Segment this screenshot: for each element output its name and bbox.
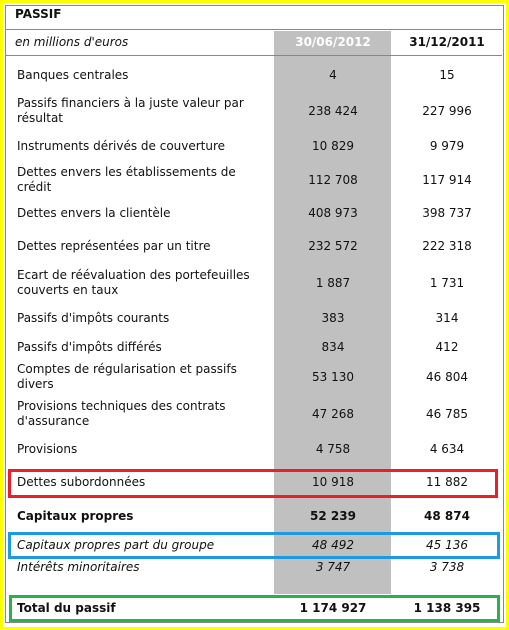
table-frame <box>5 5 504 623</box>
cell-value: 3 747 <box>315 560 351 574</box>
table-row: Provisions techniques des contrats d'ass… <box>3 398 506 430</box>
cell-value: 408 973 <box>308 206 358 220</box>
cell-value: 834 <box>321 340 345 354</box>
table-row: Intérêts minoritaires 3 747 3 738 <box>3 551 506 583</box>
table-row: Capitaux propres part du groupe 48 492 45 … <box>3 529 506 561</box>
row-label: Total du passif <box>17 600 116 615</box>
table-row: Dettes envers la clientèle 408 973 398 737 <box>3 197 506 229</box>
rule <box>5 55 502 56</box>
highlight-column <box>274 31 391 594</box>
cell-value: 238 424 <box>308 104 358 118</box>
cell-value: 47 268 <box>312 407 354 421</box>
cell-value: 10 829 <box>312 139 354 153</box>
cell-value: 227 996 <box>422 104 472 118</box>
highlight-box <box>8 469 498 498</box>
table-row: Ecart de réévaluation des portefeuilles … <box>3 267 506 299</box>
highlight-box <box>8 532 500 559</box>
cell-value: 9 979 <box>429 139 465 153</box>
cell-value: 1 731 <box>429 276 465 290</box>
cell-value: 53 130 <box>312 370 354 384</box>
row-label: Dettes subordonnées <box>17 474 146 489</box>
cell-value: 1 174 927 <box>299 601 367 615</box>
cell-value: 48 492 <box>312 538 354 552</box>
row-label: Banques centrales <box>17 67 129 82</box>
cell-value: 4 <box>329 68 337 82</box>
row-label: Comptes de régularisation et passifs div… <box>17 362 237 391</box>
table-row: Instruments dérivés de couverture 10 829 9… <box>3 130 506 162</box>
table-row: Dettes subordonnées 10 918 11 882 <box>3 466 506 498</box>
row-label: Instruments dérivés de couverture <box>17 138 226 153</box>
cell-value: 232 572 <box>308 239 358 253</box>
column-header: 30/06/2012 <box>295 35 371 49</box>
unit-label: en millions d'euros <box>15 35 129 49</box>
table-row: Passifs financiers à la juste valeur par… <box>3 95 506 127</box>
cell-value: 45 136 <box>426 538 468 552</box>
cell-value: 11 882 <box>426 475 468 489</box>
table-row: Provisions 4 758 4 634 <box>3 433 506 465</box>
row-label: Dettes envers la clientèle <box>17 205 171 220</box>
row-label: Capitaux propres <box>17 508 134 523</box>
cell-value: 117 914 <box>422 173 472 187</box>
table-row: Capitaux propres 52 239 48 874 <box>3 500 506 532</box>
cell-value: 48 874 <box>424 509 470 523</box>
cell-value: 46 804 <box>426 370 468 384</box>
row-label: Intérêts minoritaires <box>17 559 140 574</box>
table-row: Comptes de régularisation et passifs div… <box>3 361 506 393</box>
row-label: Passifs d'impôts courants <box>17 310 170 325</box>
table-title: PASSIF <box>15 7 62 21</box>
table-row: Total du passif 1 174 927 1 138 395 <box>3 592 506 624</box>
row-label: Capitaux propres part du groupe <box>17 537 215 552</box>
row-label: Ecart de réévaluation des portefeuilles … <box>17 268 250 297</box>
column-header: 31/12/2011 <box>409 35 485 49</box>
row-label: Dettes représentées par un titre <box>17 238 211 253</box>
table-row: Passifs d'impôts courants 383 314 <box>3 302 506 334</box>
row-label: Passifs d'impôts différés <box>17 339 162 354</box>
table-row: Passifs d'impôts différés 834 412 <box>3 331 506 363</box>
row-label: Dettes envers les établissements de créd… <box>17 165 236 194</box>
row-label: Passifs financiers à la juste valeur par… <box>17 96 244 125</box>
cell-value: 15 <box>439 68 455 82</box>
table-row: Banques centrales 4 15 <box>3 59 506 91</box>
cell-value: 1 138 395 <box>413 601 481 615</box>
cell-value: 10 918 <box>312 475 354 489</box>
cell-value: 412 <box>435 340 459 354</box>
row-label: Provisions <box>17 441 78 456</box>
cell-value: 398 737 <box>422 206 472 220</box>
rule <box>5 29 502 30</box>
table-row: Dettes représentées par un titre 232 572 2… <box>3 230 506 262</box>
cell-value: 1 887 <box>315 276 351 290</box>
cell-value: 4 634 <box>429 442 465 456</box>
row-label: Provisions techniques des contrats d'ass… <box>17 399 226 428</box>
cell-value: 3 738 <box>429 560 465 574</box>
cell-value: 46 785 <box>426 407 468 421</box>
highlight-box <box>9 595 500 622</box>
cell-value: 4 758 <box>315 442 351 456</box>
cell-value: 383 <box>321 311 345 325</box>
table-row: Dettes envers les établissements de créd… <box>3 164 506 196</box>
cell-value: 112 708 <box>308 173 358 187</box>
cell-value: 314 <box>435 311 459 325</box>
cell-value: 222 318 <box>422 239 472 253</box>
cell-value: 52 239 <box>310 509 356 523</box>
